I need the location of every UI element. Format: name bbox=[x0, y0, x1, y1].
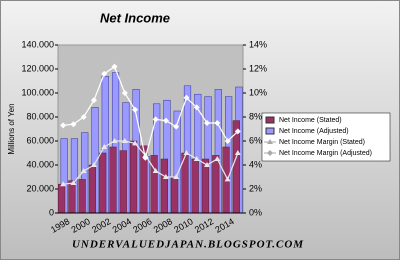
legend-marker bbox=[267, 150, 273, 156]
y-tick-label: 40.000 bbox=[26, 159, 54, 169]
point bbox=[90, 162, 97, 167]
point bbox=[214, 120, 221, 126]
point bbox=[183, 94, 190, 101]
y-tick-label: 20.000 bbox=[26, 183, 54, 193]
footer: UNDERVALUEDJAPAN.BLOGSPOT.COM bbox=[72, 239, 304, 251]
chart-title: Net Income bbox=[100, 10, 170, 25]
point bbox=[162, 117, 169, 124]
y2-tick-label: 8% bbox=[249, 111, 262, 121]
y-tick-label: 120.000 bbox=[21, 63, 54, 73]
bar bbox=[109, 146, 117, 214]
point bbox=[90, 97, 97, 104]
legend-label: Net Income (Adjusted) bbox=[279, 128, 349, 135]
legend-label: Net Income Margin (Adjusted) bbox=[279, 150, 372, 157]
point bbox=[80, 114, 87, 120]
y2-tick-label: 10% bbox=[249, 87, 267, 97]
bar bbox=[201, 158, 210, 214]
y2-tick-label: 0% bbox=[249, 207, 262, 217]
bar bbox=[119, 150, 127, 214]
bar bbox=[212, 155, 220, 214]
y-tick-label: 0 bbox=[49, 207, 54, 217]
point bbox=[193, 104, 200, 111]
y2-tick-label: 14% bbox=[249, 39, 267, 49]
point bbox=[132, 106, 139, 113]
bar bbox=[191, 158, 199, 214]
point bbox=[173, 123, 180, 130]
legend-swatch bbox=[265, 116, 275, 124]
point bbox=[204, 120, 211, 126]
point bbox=[152, 168, 159, 173]
point bbox=[60, 122, 67, 129]
point bbox=[224, 138, 231, 144]
y2-tick-label: 12% bbox=[249, 63, 267, 73]
point bbox=[101, 144, 108, 149]
point bbox=[60, 181, 67, 187]
bar bbox=[88, 164, 97, 214]
bar bbox=[78, 179, 86, 214]
bar bbox=[58, 183, 66, 214]
y2-tick-label: 4% bbox=[249, 159, 262, 169]
point bbox=[121, 138, 128, 143]
bar bbox=[99, 152, 107, 214]
bar bbox=[171, 176, 179, 214]
y-tick-label: 100.000 bbox=[21, 87, 54, 97]
y-axis-label: Millions of Yen bbox=[7, 103, 16, 154]
point bbox=[162, 174, 169, 179]
point bbox=[70, 121, 77, 128]
point bbox=[234, 128, 241, 135]
legend-box bbox=[261, 112, 391, 162]
point bbox=[214, 156, 221, 161]
point bbox=[152, 116, 159, 123]
point bbox=[204, 162, 211, 167]
plot-area bbox=[57, 44, 244, 214]
y2-tick-label: 2% bbox=[249, 183, 262, 193]
point bbox=[234, 150, 241, 155]
point bbox=[193, 156, 200, 161]
point bbox=[121, 90, 128, 96]
point bbox=[80, 168, 87, 173]
point bbox=[101, 70, 108, 77]
point bbox=[142, 154, 149, 161]
point bbox=[183, 150, 190, 155]
point bbox=[173, 174, 180, 179]
y-tick-label: 60.000 bbox=[26, 135, 54, 145]
y2-tick-label: 6% bbox=[249, 135, 262, 145]
point bbox=[111, 138, 118, 143]
y-tick-label: 140.000 bbox=[21, 39, 54, 49]
point bbox=[132, 140, 139, 146]
bar bbox=[160, 158, 168, 214]
bar bbox=[129, 140, 138, 214]
point bbox=[111, 63, 118, 70]
bar bbox=[68, 180, 76, 214]
legend-marker bbox=[267, 139, 273, 144]
y-tick-label: 80.000 bbox=[26, 111, 54, 121]
legend-swatch bbox=[265, 127, 275, 135]
point bbox=[70, 180, 77, 185]
legend-label: Net Income Margin (Stated) bbox=[279, 139, 365, 146]
point bbox=[224, 176, 231, 182]
legend-label: Net Income (Stated) bbox=[279, 117, 342, 124]
